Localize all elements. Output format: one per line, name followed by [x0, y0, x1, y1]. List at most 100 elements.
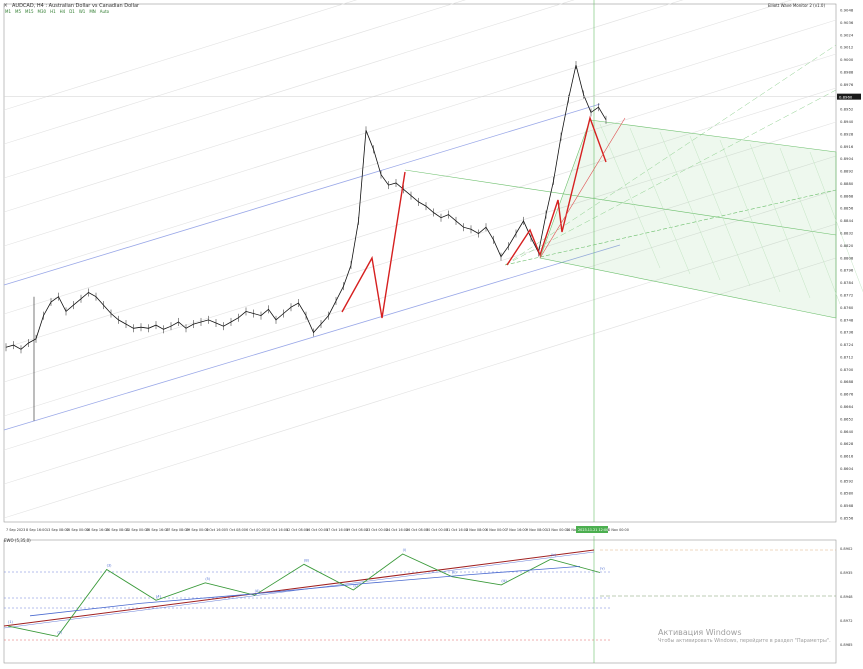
tf-d1[interactable]: D1: [69, 9, 75, 14]
price-tick-label: 0.8796: [840, 268, 854, 273]
time-tick-label: 17 Oct 16:00: [326, 528, 348, 532]
green-grid-line: [749, 143, 811, 299]
tf-m15[interactable]: M15: [25, 9, 34, 14]
time-tick-label: 15 Sep 00:00: [66, 528, 89, 532]
tf-h1[interactable]: H1: [50, 9, 56, 14]
price-tick-label: 0.8640: [840, 429, 854, 434]
wave-label: (2): [57, 630, 62, 634]
channel-line: [3, 19, 837, 281]
time-tick-label: 20 Sep 08:00: [106, 528, 129, 532]
time-tick-label: 24 Oct 16:00: [386, 528, 408, 532]
price-tick-label: 0.8652: [840, 416, 854, 421]
timeframe-bar: M1 M5 M15 M30 H1 H4 D1 W1 MN Auto: [5, 9, 109, 14]
price-tick-label: 0.8916: [840, 144, 854, 149]
wave-label: (A): [255, 589, 261, 593]
time-highlight-text: 2023.11.21 12:00: [578, 528, 608, 532]
price-tick-label: 0.9036: [840, 20, 854, 25]
price-tick-label: 0.8604: [840, 466, 854, 471]
price-tick-label: 0.8808: [840, 255, 854, 260]
activation-subtitle: Чтобы активировать Windows, перейдите в …: [658, 638, 831, 644]
time-highlight-tag: [576, 526, 608, 533]
price-tick-label: 0.8880: [840, 181, 854, 186]
tf-m30[interactable]: M30: [37, 9, 47, 14]
red-wave-2: [506, 115, 607, 266]
channel-line: [3, 0, 466, 145]
time-tick-label: 2 Nov 08:00: [466, 528, 487, 532]
tf-m5[interactable]: M5: [15, 9, 21, 14]
price-tick-label: 0.8976: [840, 82, 854, 87]
indicator-name: Elliott Wave Monitor 2 (v1.0): [767, 3, 825, 8]
blue-channel-upper: [3, 103, 601, 286]
tf-h4[interactable]: H4: [59, 9, 66, 14]
price-chart[interactable]: 0.9048 0.9036 0.9024 0.9012 0.9000 0.8988 0.89…: [0, 0, 863, 535]
osc-plot-area: [3, 539, 837, 664]
red-wave-1: [341, 171, 406, 319]
time-tick-label: 5 Oct 08:00: [226, 528, 246, 532]
plot-area: [3, 3, 837, 523]
green-pitchfork: [539, 119, 837, 319]
green-grid-line: [719, 139, 781, 293]
time-tick-label: 16 Oct 00:00: [306, 528, 328, 532]
wave-label: (i): [403, 548, 407, 552]
osc-line-green: [7, 553, 601, 637]
osc-price-label: 0.8902: [840, 547, 853, 551]
price-tick-label: 0.8712: [840, 354, 854, 359]
price-tick-label: 0.8688: [840, 379, 854, 384]
price-tick-label: 0.8952: [840, 107, 854, 112]
symbol-title: AUDCAD, H4 : Australian Dollar vs Canadi…: [12, 3, 140, 9]
price-tick-label: 0.8844: [840, 218, 854, 223]
price-tick-label: 0.8940: [840, 119, 854, 124]
green-fan-line: [504, 44, 837, 266]
osc-trend-upper: [3, 549, 595, 627]
time-tick-label: 13 Nov 00:00: [546, 528, 569, 532]
blue-channel-lower: [3, 244, 621, 431]
close-icon[interactable]: ×: [3, 2, 9, 9]
time-tick-label: 26 Oct 08:00: [406, 528, 428, 532]
channel-line: [3, 121, 837, 383]
time-tick-label: 19 Oct 08:00: [346, 528, 368, 532]
wave-label: (ii): [452, 571, 457, 575]
price-tick-label: 0.8592: [840, 478, 854, 483]
time-tick-label: 8 Sep 16:00: [26, 528, 46, 532]
green-grid-line: [629, 127, 691, 275]
price-tick-label: 0.8928: [840, 131, 854, 136]
price-tick-label: 0.8676: [840, 392, 854, 397]
channel-line: [3, 189, 837, 451]
tf-mn[interactable]: MN: [89, 9, 96, 14]
oscillator-title: EWO (5,35,0): [4, 538, 31, 543]
wave-label: (5): [205, 577, 210, 581]
price-tick-label: 0.8892: [840, 169, 854, 174]
time-tick-label: 3 Oct 16:00: [206, 528, 226, 532]
osc-price-label: 0.8985: [840, 643, 853, 647]
price-tick-label: 0.8736: [840, 330, 854, 335]
price-tick-label: 0.9024: [840, 32, 854, 37]
tf-auto[interactable]: Auto: [99, 9, 110, 14]
price-tick-label: 0.9012: [840, 45, 854, 50]
time-tick-label: 6 Nov 00:00: [486, 528, 507, 532]
green-grid-line: [809, 151, 863, 293]
wave-label: (B): [304, 558, 310, 562]
time-tick-label: 29 Sep 00:00: [186, 528, 209, 532]
price-tick-label: 0.8700: [840, 367, 854, 372]
green-median-line: [404, 169, 837, 236]
osc-line-blue: [29, 566, 581, 617]
price-tick-label: 0.8832: [840, 231, 854, 236]
wave-label: (3): [107, 563, 112, 567]
time-tick-label: 7 Sep 2023: [6, 528, 25, 532]
price-tick-label: 0.8784: [840, 280, 854, 285]
tf-w1[interactable]: W1: [78, 9, 86, 14]
time-tick-label: 31 Oct 16:00: [446, 528, 468, 532]
osc-price-label: 0.8972: [840, 619, 853, 623]
osc-price-label: 0.8948: [840, 595, 853, 599]
price-tick-label: 0.9000: [840, 57, 854, 62]
time-tick-label: 10 Oct 16:00: [266, 528, 288, 532]
price-tick-label: 0.8748: [840, 317, 854, 322]
wave-label: (iii): [501, 579, 507, 583]
time-tick-label: 30 Oct 00:00: [426, 528, 448, 532]
channel-line: [3, 155, 837, 417]
tf-m1[interactable]: M1: [5, 9, 11, 14]
green-dashed-line: [504, 189, 837, 266]
oscillator-panel[interactable]: (1) (2) (3) (4) (5) (A) (B) (C) (i) (ii) (iii) (iv)…: [0, 536, 863, 669]
current-price-text: 0.8960: [839, 94, 853, 99]
channel-line: [3, 223, 837, 485]
